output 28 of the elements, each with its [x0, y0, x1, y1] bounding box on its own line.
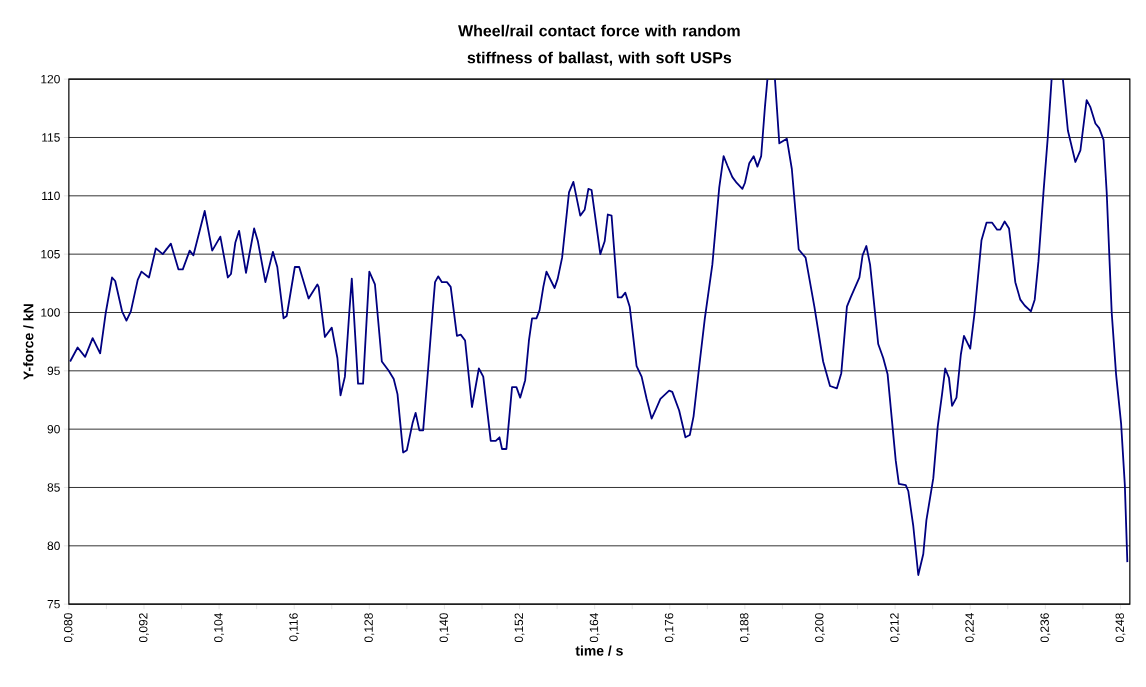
y-tick-label: 110	[42, 191, 60, 201]
x-tick-label: 0,080	[63, 613, 74, 643]
chart-title: Wheel/rail contact force with random stiffness of ballast, with soft USPs	[458, 24, 740, 66]
x-tick-label: 0,212	[890, 613, 901, 643]
x-tick-label: 0,248	[1115, 613, 1126, 643]
x-tick-label: 0,224	[965, 613, 976, 643]
x-tick-label: 0,140	[439, 613, 450, 643]
x-tick-label: 0,164	[589, 613, 600, 643]
x-tick-label: 0,128	[364, 613, 375, 643]
x-tick-label: 0,116	[289, 613, 300, 642]
x-tick-label: 0,200	[815, 613, 825, 643]
x-tick-label: 0,152	[514, 613, 525, 643]
y-tick-label: 80	[47, 541, 60, 551]
x-tick-label: 0,092	[139, 613, 149, 643]
y-tick-label: 90	[47, 424, 60, 434]
x-axis-title: time / s	[575, 645, 623, 656]
x-tick-label: 0,104	[214, 613, 225, 643]
x-tick-label: 0,188	[739, 613, 750, 643]
y-tick-label: 120	[41, 74, 60, 84]
y-axis-title: Y-force / kN	[23, 304, 34, 380]
y-tick-label: 100	[41, 308, 60, 317]
y-tick-label: 115	[42, 133, 60, 142]
y-tick-label: 105	[41, 249, 60, 259]
x-tick-label: 0,176	[664, 613, 675, 643]
y-tick-label: 95	[47, 366, 60, 376]
y-tick-label: 75	[47, 599, 60, 609]
x-tick-label: 0,236	[1040, 613, 1051, 643]
y-tick-label: 85	[47, 483, 60, 492]
